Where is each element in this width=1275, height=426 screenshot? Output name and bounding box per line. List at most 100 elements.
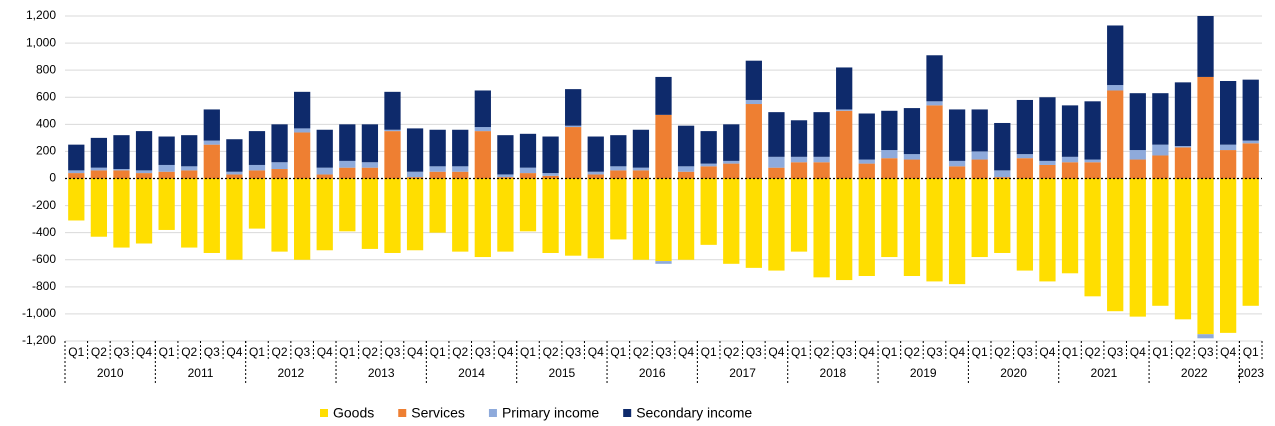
bar-segment [610, 170, 627, 179]
y-tick-label: -1,200 [22, 333, 56, 347]
bar-segment [881, 110, 898, 151]
bars [68, 16, 1259, 339]
bar-segment [113, 178, 130, 248]
y-tick-label: -200 [32, 198, 56, 212]
legend-label: Services [411, 405, 465, 421]
bar-segment [745, 104, 762, 179]
bar-segment [316, 174, 333, 179]
bar-segment [452, 166, 469, 172]
bar-segment [1174, 82, 1192, 146]
x-tick-label: Q4 [588, 345, 604, 359]
bar-segment [1107, 25, 1124, 86]
bar-segment [384, 91, 401, 130]
bar-segment [632, 129, 650, 168]
bar-segment [768, 178, 785, 271]
bar-segment [1174, 178, 1192, 320]
bar-segment [903, 108, 921, 155]
bar-segment [294, 178, 311, 260]
bar-segment [406, 177, 424, 179]
bar-segment [474, 178, 491, 258]
x-tick-label: Q2 [723, 345, 739, 359]
bar-segment [655, 114, 672, 179]
x-tick-label: Q2 [1175, 345, 1191, 359]
bar-segment [271, 124, 288, 163]
bar-segment [271, 162, 288, 170]
x-tick-label: Q1 [249, 345, 265, 359]
legend-swatch [488, 409, 497, 417]
bar-segment [836, 67, 853, 110]
year-label: 2015 [549, 366, 576, 380]
bar-segment [542, 178, 559, 253]
legend-label: Goods [333, 405, 374, 421]
bar-segment [1219, 144, 1237, 151]
bar-segment [971, 109, 988, 152]
bar-segment [768, 167, 785, 179]
bar-segment [903, 178, 921, 276]
bar-segment [1061, 105, 1079, 157]
x-tick-label: Q1 [881, 345, 897, 359]
bar-segment [90, 167, 108, 171]
bar-segment [655, 76, 672, 115]
year-label: 2010 [97, 366, 124, 380]
x-tick-label: Q4 [136, 345, 152, 359]
bar-segment [519, 167, 537, 174]
bar-segment [723, 163, 740, 179]
bar-segment [519, 133, 537, 168]
bar-segment [135, 131, 153, 171]
bar-segment [429, 171, 446, 179]
bar-segment [1197, 16, 1214, 77]
bar-segment [677, 178, 695, 260]
bar-segment [790, 120, 808, 157]
bar-segment [813, 178, 830, 278]
bar-segment [632, 167, 650, 171]
bar-segment [542, 175, 559, 179]
bar-segment [723, 178, 740, 264]
bar-segment [903, 159, 921, 179]
bar-segment [790, 156, 808, 163]
bar-segment [429, 129, 446, 167]
bar-segment [881, 150, 898, 159]
bar-segment [994, 178, 1011, 253]
bar-segment [203, 178, 220, 253]
x-tick-label: Q3 [384, 345, 400, 359]
bar-segment [248, 170, 266, 179]
bar-segment [971, 178, 988, 258]
x-tick-label: Q1 [972, 345, 988, 359]
y-tick-label: 800 [36, 62, 56, 76]
bar-segment [1152, 144, 1169, 156]
bar-segment [271, 178, 288, 252]
x-tick-label: Q3 [1107, 345, 1123, 359]
x-tick-label: Q1 [791, 345, 807, 359]
bar-segment [226, 171, 243, 175]
bar-segment [90, 170, 108, 179]
bar-segment [565, 125, 582, 128]
year-label: 2022 [1181, 366, 1208, 380]
bar-segment [158, 178, 175, 230]
bar-segment [1107, 90, 1124, 179]
bar-segment [994, 177, 1011, 179]
x-tick-label: Q3 [746, 345, 762, 359]
bar-segment [429, 178, 446, 233]
bar-segment [316, 129, 333, 168]
x-tick-label: Q1 [610, 345, 626, 359]
bar-segment [384, 178, 401, 253]
x-tick-label: Q2 [543, 345, 559, 359]
bar-segment [587, 178, 604, 259]
bar-segment [1084, 101, 1101, 160]
x-tick-label: Q4 [317, 345, 333, 359]
bar-segment [790, 162, 808, 179]
bar-segment [948, 160, 966, 167]
bar-segment [655, 261, 672, 264]
legend-swatch [320, 409, 328, 417]
bar-segment [971, 159, 988, 179]
x-tick-label: Q1 [1062, 345, 1078, 359]
bar-segment [1197, 178, 1214, 335]
bar-segment [745, 99, 762, 105]
bar-segment [836, 110, 853, 179]
year-label: 2023 [1237, 366, 1264, 380]
bar-segment [587, 136, 604, 172]
bar-segment [1242, 79, 1259, 141]
bar-segment [1039, 97, 1056, 161]
bar-segment [926, 55, 943, 102]
bar-segment [68, 173, 85, 179]
